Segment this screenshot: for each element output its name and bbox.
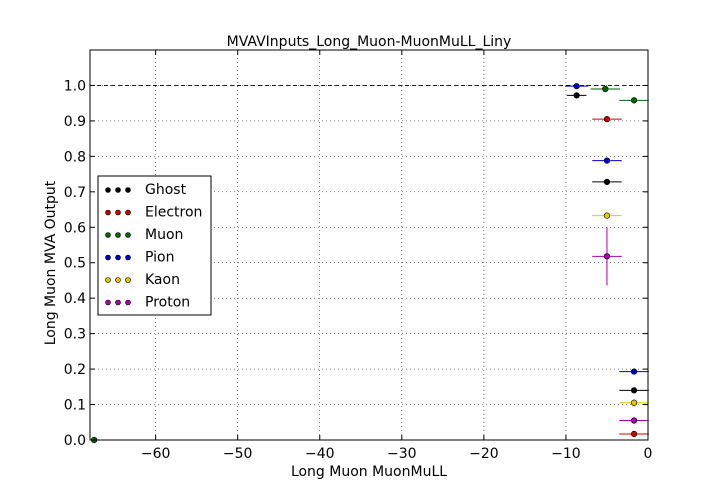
x-tick-label: −30 <box>387 446 417 462</box>
legend-marker <box>105 232 111 238</box>
legend-marker <box>125 209 131 216</box>
series-kaon <box>592 212 649 406</box>
legend-marker <box>125 232 131 238</box>
axis-ticks: −60 −50 −40 −30 −20 −10 0 0.0 0.1 0.2 0.3 0.4 0.5 0.6… <box>64 50 653 462</box>
legend-marker <box>105 254 111 261</box>
x-tick-label: −10 <box>551 446 581 462</box>
x-tick-label: −40 <box>305 446 335 462</box>
legend-marker <box>115 209 121 216</box>
y-tick-label: 0.1 <box>64 398 86 414</box>
data-point <box>602 85 609 93</box>
y-tick-label: 0.7 <box>64 185 86 201</box>
legend-label: Ghost <box>145 182 187 198</box>
legend: Ghost Electron Muon Pion Kaon Proton <box>97 175 212 316</box>
data-point <box>573 83 580 90</box>
data-point <box>630 430 638 438</box>
y-tick-label: 0.0 <box>64 433 86 449</box>
series-proton <box>592 227 649 424</box>
y-tick-label: 0.8 <box>64 149 86 165</box>
y-tick-label: 0.5 <box>64 256 86 272</box>
data-point <box>630 368 638 375</box>
y-tick-label: 0.2 <box>64 362 86 378</box>
legend-marker <box>115 187 121 193</box>
data-point <box>603 253 611 260</box>
data-point <box>603 212 611 219</box>
x-tick-label: −20 <box>469 446 499 462</box>
x-tick-label: −60 <box>141 446 171 462</box>
x-tick-label: 0 <box>644 446 653 462</box>
data-point <box>603 157 611 164</box>
data-point <box>603 178 611 185</box>
plot-frame <box>89 49 649 441</box>
legend-marker <box>115 232 121 238</box>
data-point <box>630 399 638 406</box>
series-electron <box>592 116 649 438</box>
y-tick-label: 0.3 <box>64 327 86 343</box>
data-point <box>603 116 611 123</box>
legend-marker <box>115 299 121 306</box>
series-muon <box>91 85 649 444</box>
y-tick-label: 0.6 <box>64 220 86 236</box>
chart-title: MVAVInputs_Long_Muon-MuonMuLL_Liny <box>227 34 512 50</box>
x-tick-label: −50 <box>223 446 253 462</box>
y-tick-label: 1.0 <box>64 78 86 94</box>
legend-marker <box>105 277 111 283</box>
legend-marker <box>115 277 121 283</box>
data-point <box>630 417 638 424</box>
legend-label: Kaon <box>145 272 180 288</box>
legend-label: Pion <box>145 250 174 266</box>
legend-marker <box>105 299 111 306</box>
legend-marker <box>105 187 111 193</box>
legend-marker <box>125 299 131 306</box>
y-tick-label: 0.4 <box>64 291 86 307</box>
legend-marker <box>105 209 111 216</box>
legend-label: Muon <box>145 227 183 243</box>
data-point <box>630 97 638 104</box>
series-ghost <box>566 92 649 394</box>
x-axis-title: Long Muon MuonMuLL <box>291 464 447 480</box>
data-point <box>573 92 580 99</box>
y-tick-label: 0.9 <box>64 114 86 130</box>
legend-label: Proton <box>145 295 190 311</box>
legend-marker <box>125 277 131 283</box>
legend-box <box>97 175 212 316</box>
data-points <box>91 83 649 444</box>
legend-marker <box>125 187 131 193</box>
legend-label: Electron <box>145 205 202 221</box>
y-axis-title: Long Muon MVA Output <box>43 180 59 345</box>
series-pion <box>565 83 649 375</box>
data-point <box>630 387 638 394</box>
legend-marker <box>115 254 121 261</box>
legend-marker <box>125 254 131 261</box>
